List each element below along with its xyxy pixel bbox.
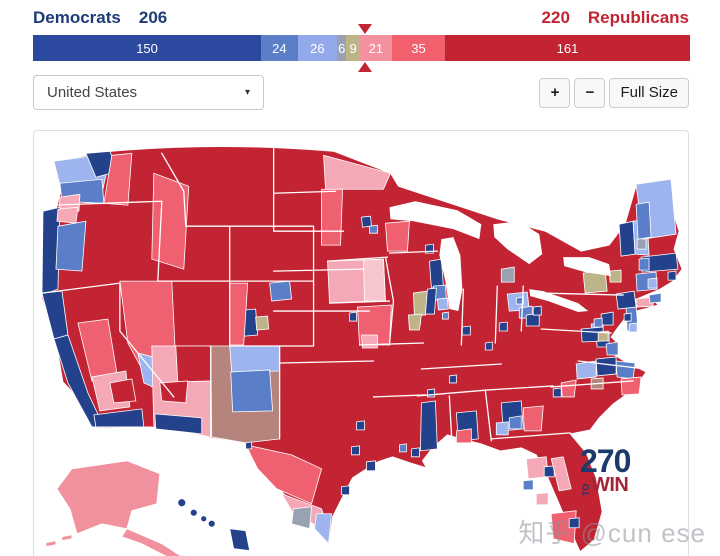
- region-select-value: United States: [47, 84, 138, 101]
- republicans-label: Republicans: [587, 8, 689, 27]
- logo-win-text: WIN: [591, 474, 629, 496]
- logo-270-text: 270: [580, 443, 631, 479]
- alaska[interactable]: [56, 460, 161, 535]
- seat-count-header: Democrats 206 220 Republicans: [33, 8, 689, 28]
- full-size-button[interactable]: Full Size: [609, 77, 689, 108]
- chevron-down-icon: ▾: [244, 87, 250, 98]
- zoom-in-button[interactable]: +: [539, 77, 571, 108]
- seat-segment-rep-lean[interactable]: 35: [391, 35, 446, 61]
- us-district-map[interactable]: [34, 131, 687, 556]
- 270towin-logo: 270 TO WIN: [580, 443, 631, 496]
- seat-segment-dem-solid[interactable]: 150: [33, 35, 262, 61]
- seat-bar-wrapper: 150 24 26 6 9 21 35 161: [33, 24, 690, 72]
- zoom-buttons: + − Full Size: [539, 77, 689, 108]
- seat-segment-dem-likely[interactable]: 24: [261, 35, 298, 61]
- seat-bar[interactable]: 150 24 26 6 9 21 35 161: [33, 35, 690, 61]
- seat-segment-dem-lean[interactable]: 26: [297, 35, 338, 61]
- democrats-header: Democrats 206: [33, 8, 167, 28]
- seat-segment-rep-tilt[interactable]: 21: [359, 35, 392, 61]
- seat-segment-tossup[interactable]: 9: [346, 35, 360, 61]
- democrats-label: Democrats: [33, 8, 121, 27]
- majority-marker-top-icon: [357, 24, 372, 34]
- map-controls: United States ▾ + − Full Size: [33, 75, 689, 110]
- logo-to-text: TO: [581, 483, 591, 496]
- region-select[interactable]: United States ▾: [33, 75, 264, 110]
- majority-marker-bottom-icon: [357, 62, 372, 72]
- democrats-seat-count: 206: [138, 8, 168, 27]
- republicans-seat-count: 220: [541, 8, 570, 27]
- hawaii[interactable]: [177, 498, 251, 552]
- seat-segment-rep-solid[interactable]: 161: [445, 35, 690, 61]
- map-panel: 270 TO WIN: [33, 130, 689, 556]
- republicans-header: 220 Republicans: [542, 8, 689, 28]
- zoom-out-button[interactable]: −: [574, 77, 606, 108]
- seat-segment-dem-tilt[interactable]: 6: [337, 35, 347, 61]
